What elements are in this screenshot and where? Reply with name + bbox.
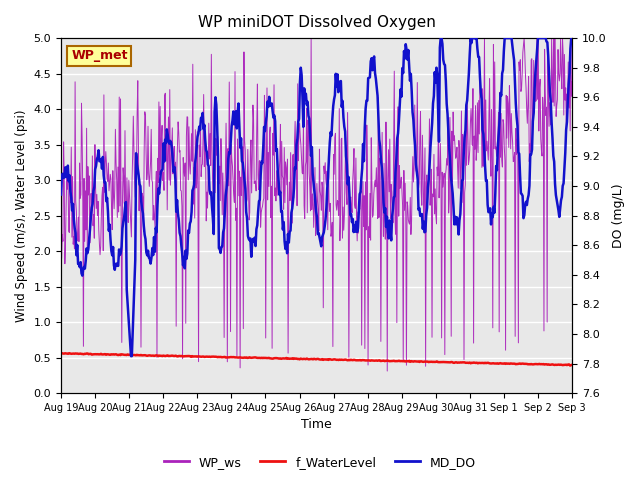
Legend: WP_ws, f_WaterLevel, MD_DO: WP_ws, f_WaterLevel, MD_DO xyxy=(159,451,481,474)
Y-axis label: DO (mg/L): DO (mg/L) xyxy=(612,183,625,248)
Y-axis label: Wind Speed (m/s), Water Level (psi): Wind Speed (m/s), Water Level (psi) xyxy=(15,109,28,322)
X-axis label: Time: Time xyxy=(301,419,332,432)
Title: WP miniDOT Dissolved Oxygen: WP miniDOT Dissolved Oxygen xyxy=(198,15,435,30)
Text: WP_met: WP_met xyxy=(71,49,128,62)
